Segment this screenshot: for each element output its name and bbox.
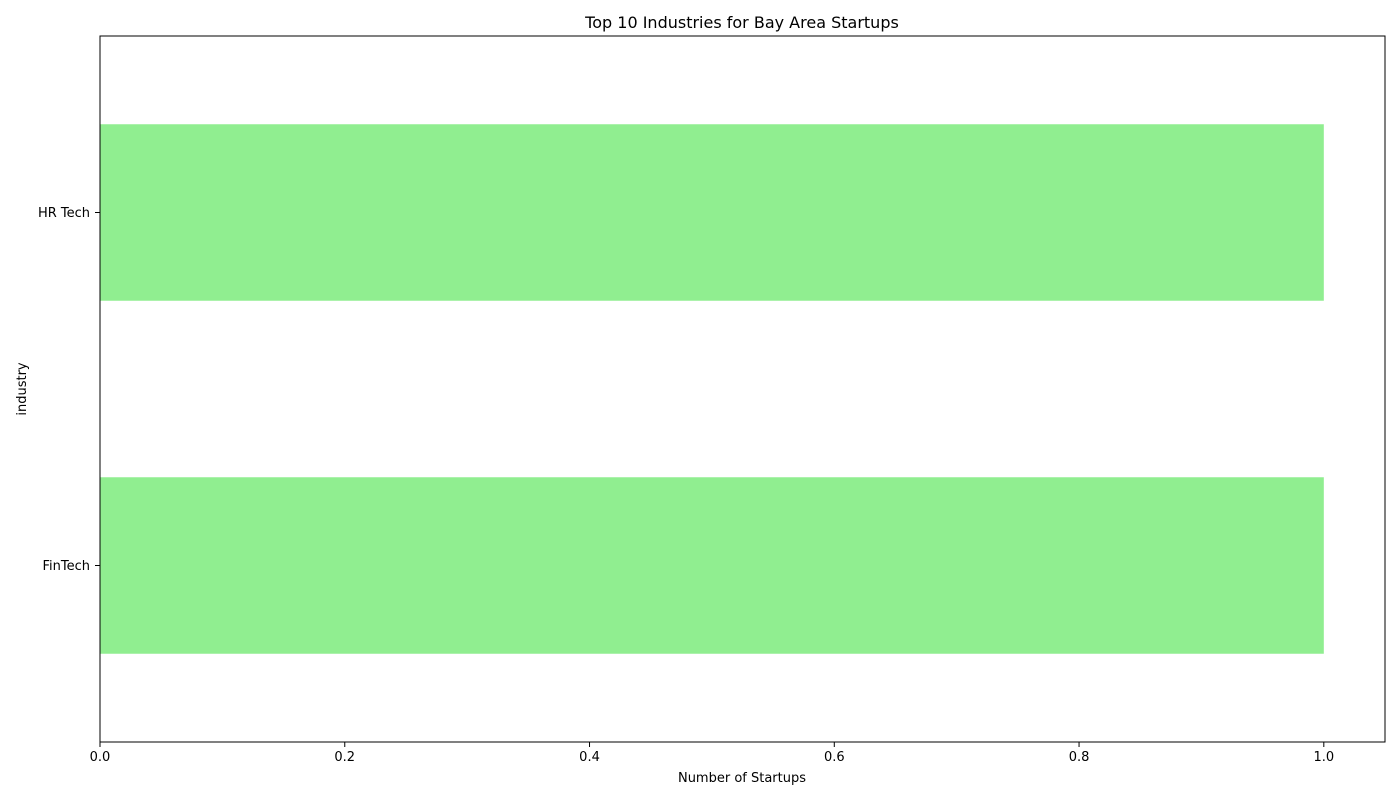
bar-fintech — [100, 477, 1324, 654]
ticks-layer: FinTech HR Tech 0.0 0.2 0.4 0.6 0.8 1.0 — [38, 206, 1334, 765]
x-tick-label-3: 0.6 — [824, 750, 845, 765]
y-axis-label: industry — [15, 362, 30, 416]
bars-layer — [100, 124, 1324, 654]
x-tick-label-4: 0.8 — [1069, 750, 1090, 765]
x-tick-label-0: 0.0 — [90, 750, 111, 765]
x-tick-label-2: 0.4 — [579, 750, 600, 765]
chart-title: Top 10 Industries for Bay Area Startups — [584, 13, 899, 32]
y-tick-label-fintech: FinTech — [43, 559, 91, 574]
plot-frame — [99, 35, 1386, 743]
bar-hr-tech — [100, 124, 1324, 301]
x-axis-label: Number of Startups — [678, 771, 806, 786]
x-tick-label-1: 0.2 — [334, 750, 355, 765]
y-tick-label-hr-tech: HR Tech — [38, 206, 90, 221]
x-tick-label-5: 1.0 — [1313, 750, 1334, 765]
